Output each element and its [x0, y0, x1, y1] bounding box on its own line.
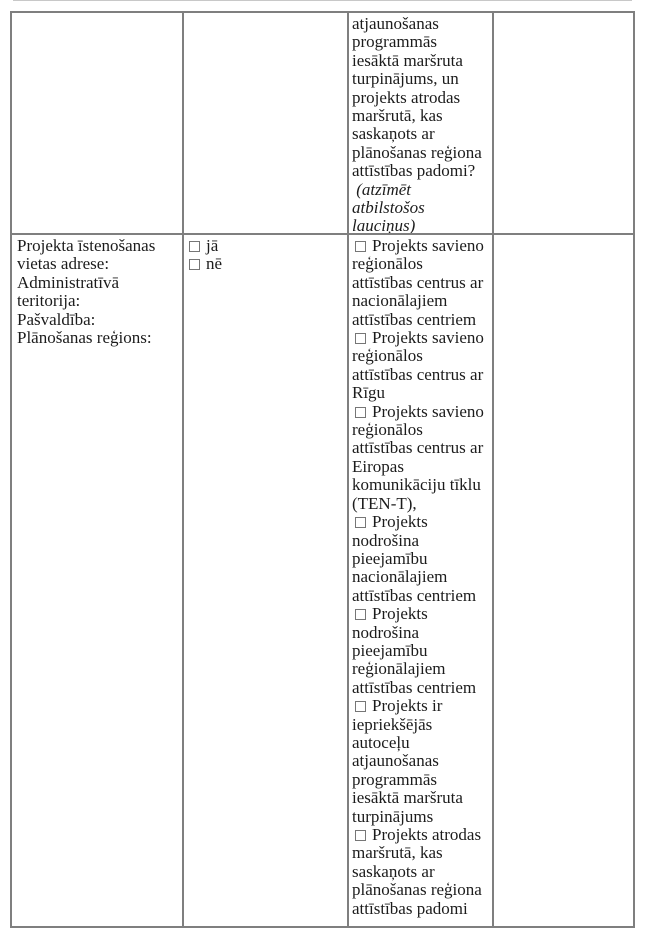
cell-r1c3-question: atjaunošanas programmās iesāktā maršruta…: [349, 13, 494, 235]
checkbox-option-criteria-4[interactable]: Projekts nodrošina pieejamību nacionālaj…: [352, 512, 491, 605]
checkbox-option-criteria-5[interactable]: Projekts nodrošina pieejamību reģionālaj…: [352, 604, 491, 697]
checkbox-label: Projekts savieno reģionālos attīstības c…: [352, 236, 484, 329]
checkbox-label: Projekts savieno reģionālos attīstības c…: [352, 401, 484, 513]
question-text: atjaunošanas programmās iesāktā maršruta…: [352, 14, 491, 235]
previous-row-border-remnant: [13, 0, 632, 1]
checkbox-icon[interactable]: [189, 259, 200, 271]
checkbox-icon[interactable]: [355, 406, 366, 418]
checkbox-label: nē: [206, 254, 223, 274]
checkbox-icon[interactable]: [189, 241, 200, 252]
checkbox-icon[interactable]: [355, 333, 366, 345]
checkbox-icon[interactable]: [355, 609, 366, 621]
checkbox-label: Projekts nodrošina pieejamību nacionālaj…: [352, 512, 477, 605]
checkbox-label: Projekts savieno reģionālos attīstības c…: [352, 328, 484, 403]
form-table: atjaunošanas programmās iesāktā maršruta…: [10, 11, 635, 928]
checkbox-label: Projekts nodrošina pieejamību reģionālaj…: [352, 604, 477, 697]
cell-r2c2-yes-no: jā nē: [184, 235, 349, 926]
question-continuation: atjaunošanas programmās iesāktā maršruta…: [352, 14, 482, 181]
checkbox-option-no[interactable]: nē: [189, 255, 346, 273]
checkbox-label: Projekts ir iepriekšējās autoceļu atjaun…: [352, 696, 463, 826]
cell-r1c2-empty: [184, 13, 349, 235]
cell-r1c1-empty: [12, 13, 184, 235]
checkbox-label: Projekts atrodas maršrutā, kas saskaņots…: [352, 825, 482, 918]
cell-r1c4-empty: [494, 13, 633, 235]
checkbox-icon[interactable]: [355, 701, 366, 713]
checkbox-option-criteria-1[interactable]: Projekts savieno reģionālos attīstības c…: [352, 236, 491, 329]
cell-r2c4-empty: [494, 235, 633, 926]
cell-r2c1-address: Projekta īstenošanas vietas adrese: Admi…: [12, 235, 184, 926]
cell-r2c3-criteria: Projekts savieno reģionālos attīstības c…: [349, 235, 494, 926]
checkbox-icon[interactable]: [355, 517, 366, 529]
checkbox-option-criteria-2[interactable]: Projekts savieno reģionālos attīstības c…: [352, 328, 491, 403]
checkbox-option-criteria-6[interactable]: Projekts ir iepriekšējās autoceļu atjaun…: [352, 696, 491, 826]
question-note-italic: (atzīmēt atbilstošos lauciņus): [352, 179, 425, 235]
checkbox-label: jā: [206, 236, 219, 255]
checkbox-icon[interactable]: [355, 830, 366, 841]
checkbox-option-yes[interactable]: jā: [189, 236, 346, 255]
checkbox-icon[interactable]: [355, 241, 366, 252]
checkbox-option-criteria-3[interactable]: Projekts savieno reģionālos attīstības c…: [352, 401, 491, 513]
address-labels: Projekta īstenošanas vietas adrese: Admi…: [17, 236, 156, 348]
checkbox-option-criteria-7[interactable]: Projekts atrodas maršrutā, kas saskaņots…: [352, 825, 491, 918]
